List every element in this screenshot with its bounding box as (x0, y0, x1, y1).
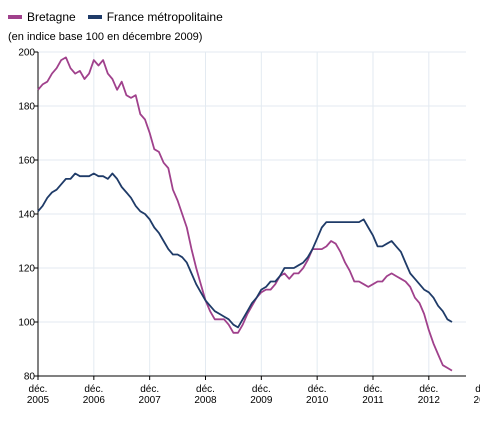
legend-swatch-bretagne (8, 15, 22, 19)
legend-label-bretagne: Bretagne (27, 10, 76, 24)
x-tick-label-line: 2008 (194, 395, 217, 406)
x-tick-label-line: déc. (140, 384, 159, 395)
x-tick-label-line: déc. (84, 384, 103, 395)
legend-item-bretagne: Bretagne (8, 10, 76, 24)
y-tick-label: 160 (18, 156, 35, 167)
x-tick-label-line: 2006 (83, 395, 106, 406)
y-tick-label: 120 (18, 264, 35, 275)
x-tick-label: déc. 2007 (139, 384, 162, 406)
x-tick-label-line: 2005 (27, 395, 50, 406)
x-tick-label: déc. 2005 (27, 384, 50, 406)
x-tick-label: déc. 2008 (194, 384, 217, 406)
legend-item-france: France métropolitaine (87, 10, 223, 24)
legend-label-france: France métropolitaine (106, 10, 223, 24)
x-tick-label-line: 2011 (362, 395, 384, 406)
series-line-france (37, 172, 453, 329)
series-line-bretagne (37, 56, 453, 372)
x-tick-label: déc.2013 (474, 384, 480, 406)
y-tick-label: 100 (18, 318, 35, 329)
x-tick-label-line: 2012 (418, 395, 441, 406)
x-tick-label-line: déc. (308, 384, 327, 395)
series-lines (37, 56, 453, 372)
legend-swatch-france (87, 15, 102, 19)
x-tick-label-line: déc. (419, 384, 438, 395)
grid (37, 51, 466, 377)
y-tick-label: 80 (24, 372, 36, 383)
y-tick-label: 200 (18, 48, 35, 59)
x-tick-label: déc. 2011 (362, 384, 384, 406)
legend: Bretagne France métropolitaine (8, 10, 235, 24)
x-tick-label: déc. 2012 (418, 384, 441, 406)
x-tick-label-line: 2009 (250, 395, 273, 406)
chart-subtitle: (en indice base 100 en décembre 2009) (8, 31, 203, 43)
x-tick-label-line: déc. (252, 384, 271, 395)
x-tick-label: déc. 2006 (83, 384, 106, 406)
x-tick-label-line: 2013 (474, 395, 480, 406)
x-tick-label: déc. 2010 (306, 384, 329, 406)
x-tick-label-line: déc. (475, 384, 480, 395)
x-tick-label-line: 2007 (139, 395, 162, 406)
x-tick-label-line: déc. (196, 384, 215, 395)
y-axis-ticks: 80 100 120 140 160 180 200 (18, 48, 38, 383)
x-tick-label-line: 2010 (306, 395, 329, 406)
x-tick-label-line: déc. (364, 384, 383, 395)
y-tick-label: 180 (18, 102, 35, 113)
y-tick-label: 140 (18, 210, 35, 221)
x-tick-label-line: déc. (29, 384, 48, 395)
x-tick-label: déc. 2009 (250, 384, 273, 406)
